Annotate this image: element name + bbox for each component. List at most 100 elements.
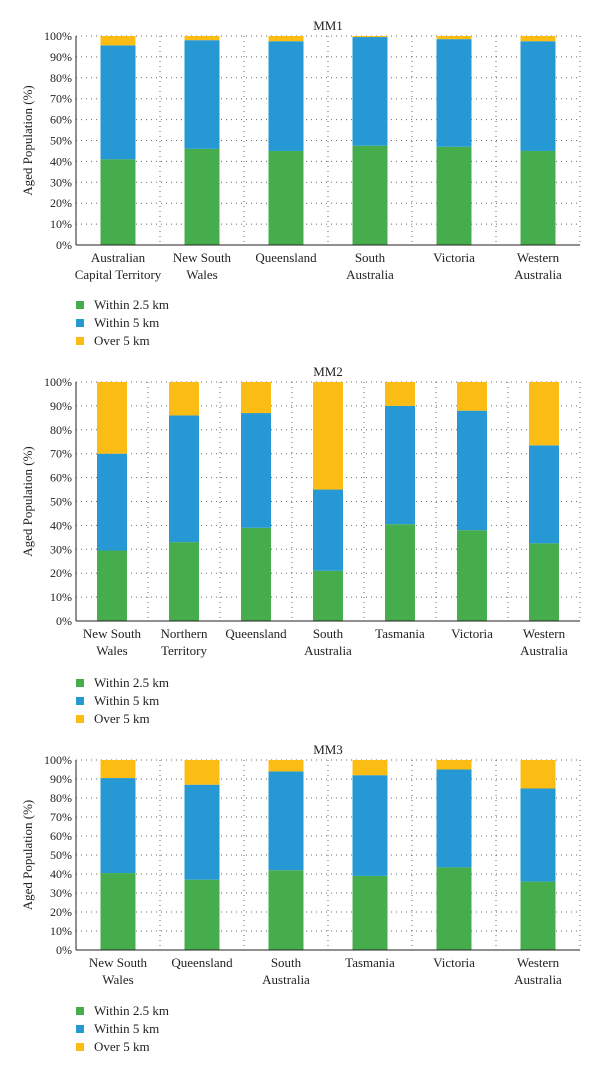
x-tick-label-line: Queensland	[171, 955, 233, 970]
bar-segment	[313, 570, 343, 621]
x-tick-label-line: Australian	[91, 250, 146, 265]
y-tick-label: 20%	[50, 905, 72, 919]
y-tick-label: 30%	[50, 542, 72, 556]
x-tick-label: Victoria	[451, 626, 493, 641]
y-tick-label: 90%	[50, 399, 72, 413]
y-tick-label: 30%	[50, 886, 72, 900]
legend-item: Over 5 km	[76, 710, 169, 728]
legend-item: Within 2.5 km	[76, 1002, 169, 1020]
bar-segment	[313, 382, 343, 490]
bar-segment	[268, 36, 304, 42]
y-tick-label: 100%	[44, 753, 72, 767]
bar-segment	[436, 146, 472, 245]
x-tick-label: Queensland	[255, 250, 317, 265]
legend-item: Within 2.5 km	[76, 296, 169, 314]
bar-segment	[184, 879, 220, 950]
legend-swatch	[76, 715, 84, 723]
y-tick-label: 90%	[50, 772, 72, 786]
x-tick-label-line: South	[271, 955, 302, 970]
legend-item: Over 5 km	[76, 1038, 169, 1056]
bar-segment	[241, 413, 271, 528]
bar-segment	[97, 382, 127, 454]
x-tick-label-line: Australia	[304, 643, 352, 658]
bar-segment	[100, 778, 136, 874]
chart-title: MM3	[313, 742, 343, 757]
x-tick-label-line: Victoria	[451, 626, 493, 641]
bar-segment	[352, 145, 388, 245]
chart-panel-mm1: MM1 Aged Population (%) 0% 10% 20% 30% 40% 50% 6…	[0, 0, 600, 348]
legend-item: Within 5 km	[76, 692, 169, 710]
bar-segment	[100, 159, 136, 245]
legend-swatch	[76, 319, 84, 327]
x-tick-label-line: Wales	[96, 643, 127, 658]
legend-label: Within 5 km	[94, 315, 160, 330]
bar-segment	[385, 405, 415, 525]
bar-segment	[100, 873, 136, 950]
bar-segment	[352, 775, 388, 876]
legend-mm1: Within 2.5 km Within 5 km Over 5 km	[76, 296, 169, 350]
bar-segment	[184, 40, 220, 149]
x-tick-label-line: Victoria	[433, 250, 475, 265]
bar-segment	[352, 36, 388, 38]
legend-label: Over 5 km	[94, 333, 150, 348]
legend-swatch	[76, 301, 84, 309]
bar-segment	[169, 415, 199, 543]
x-tick-label: Victoria	[433, 955, 475, 970]
y-tick-label: 40%	[50, 867, 72, 881]
bar-segment	[529, 382, 559, 446]
y-tick-label: 50%	[50, 848, 72, 862]
x-tick-label: South Australia	[346, 250, 394, 282]
y-tick-label: 20%	[50, 566, 72, 580]
bar-segment	[268, 150, 304, 245]
x-tick-label: Northern Territory	[161, 626, 208, 658]
x-tick-label-line: Western	[523, 626, 566, 641]
chart-title: MM1	[313, 18, 343, 33]
y-tick-label: 90%	[50, 50, 72, 64]
x-tick-label-line: Australia	[520, 643, 568, 658]
x-tick-label-line: New South	[89, 955, 148, 970]
x-tick-label: Tasmania	[375, 626, 425, 641]
legend-swatch	[76, 1043, 84, 1051]
bar-segment	[352, 37, 388, 146]
x-tick-label: Victoria	[433, 250, 475, 265]
bar-segment	[436, 769, 472, 868]
y-tick-label: 80%	[50, 423, 72, 437]
x-tick-label: Tasmania	[345, 955, 395, 970]
x-tick-label: Western Australia	[514, 955, 562, 987]
x-tick-label: South Australia	[262, 955, 310, 987]
y-tick-label: 20%	[50, 196, 72, 210]
y-axis-label: Aged Population (%)	[20, 85, 35, 195]
bar-segment	[268, 41, 304, 151]
bar-segment	[268, 870, 304, 950]
y-tick-label: 10%	[50, 590, 72, 604]
y-tick-label: 0%	[56, 614, 72, 628]
bar-segment	[184, 784, 220, 880]
bar-segment	[436, 36, 472, 40]
x-tick-label-line: Victoria	[433, 955, 475, 970]
bar-segment	[184, 760, 220, 785]
x-tick-label-line: Northern	[161, 626, 208, 641]
bar-segment	[97, 453, 127, 551]
y-tick-label: 50%	[50, 134, 72, 148]
y-tick-label: 10%	[50, 217, 72, 231]
x-tick-label: Queensland	[171, 955, 233, 970]
x-tick-label-line: Territory	[161, 643, 208, 658]
y-tick-label: 80%	[50, 791, 72, 805]
x-tick-label-line: Queensland	[225, 626, 287, 641]
x-tick-label-line: New South	[173, 250, 232, 265]
legend-mm3: Within 2.5 km Within 5 km Over 5 km	[76, 1002, 169, 1056]
chart-panel-mm3: MM3 Aged Population (%) 0% 10% 20% 30% 40% 50% 6…	[0, 738, 600, 1054]
x-tick-label: New South Wales	[173, 250, 232, 282]
y-tick-label: 10%	[50, 924, 72, 938]
bar-segment	[97, 550, 127, 621]
legend-label: Within 5 km	[94, 1021, 160, 1036]
bar-segment	[457, 410, 487, 531]
bar-segment	[241, 527, 271, 621]
chart-mm1: MM1 Aged Population (%) 0% 10% 20% 30% 40% 50% 6…	[20, 18, 581, 282]
bar-segment	[520, 788, 556, 882]
bar-segment	[352, 760, 388, 776]
bar-segment	[457, 530, 487, 621]
y-tick-label: 40%	[50, 518, 72, 532]
bar-segment	[385, 382, 415, 406]
x-tick-label: South Australia	[304, 626, 352, 658]
